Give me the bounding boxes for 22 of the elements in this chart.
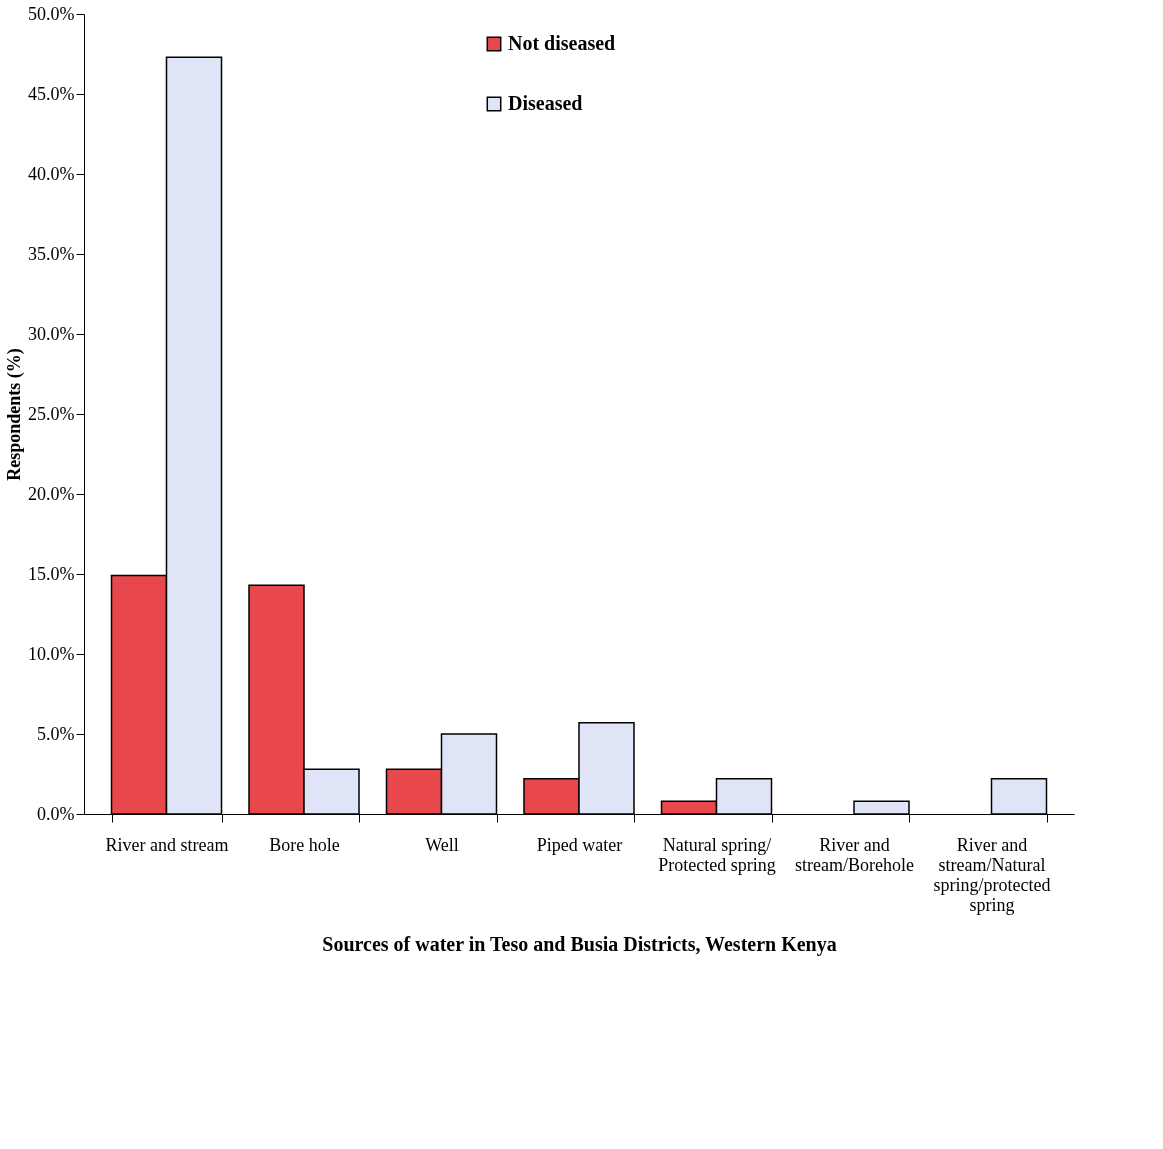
x-tick-label: Natural spring/ Protected spring (658, 834, 776, 875)
x-tick-label: Bore hole (269, 834, 340, 855)
x-axis-title: Sources of water in Teso and Busia Districts, Western Kenya (322, 932, 837, 956)
x-tick-label: Well (425, 834, 459, 855)
y-tick-label: 30.0% (28, 323, 75, 344)
y-tick-label: 20.0% (28, 483, 75, 504)
x-tick-label: River and stream/Natural spring/protected spring (933, 834, 1051, 915)
y-tick-label: 5.0% (37, 723, 75, 744)
y-tick-label: 45.0% (28, 83, 75, 104)
y-tick-label: 10.0% (28, 643, 75, 664)
legend-label: Not diseased (508, 32, 616, 54)
y-axis-title: Respondents (%) (4, 348, 26, 481)
y-tick-label: 25.0% (28, 403, 75, 424)
y-tick-label: 35.0% (28, 243, 75, 264)
x-tick-label: Piped water (536, 834, 623, 855)
legend-label: Diseased (508, 92, 583, 114)
y-tick-label: 0.0% (37, 803, 75, 824)
y-tick-label: 15.0% (28, 563, 75, 584)
x-tick-label: River and stream/Borehole (795, 834, 914, 875)
y-tick-label: 40.0% (28, 163, 75, 184)
x-tick-label: River and stream (105, 834, 229, 855)
y-tick-label: 50.0% (28, 3, 75, 24)
